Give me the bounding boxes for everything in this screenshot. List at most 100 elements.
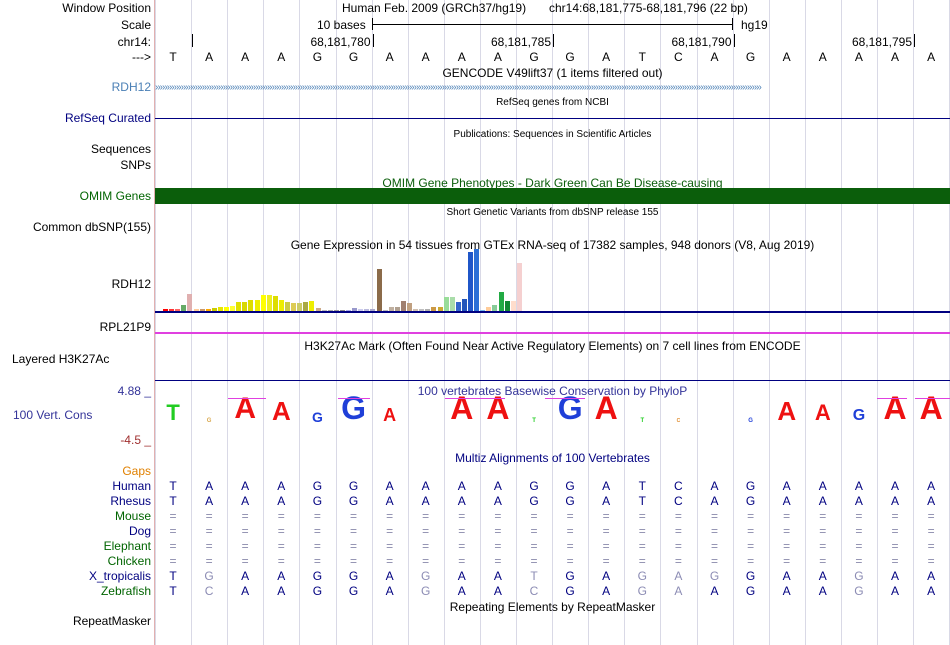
gtex-tissue-bar[interactable]: [278, 300, 284, 311]
gtex-tissue-bar[interactable]: [413, 309, 419, 311]
gtex-tissue-bar[interactable]: [437, 307, 443, 311]
gtex-tissue-bar[interactable]: [321, 310, 327, 311]
gtex-tissue-bar[interactable]: [510, 301, 516, 311]
gtex-tissue-bar[interactable]: [248, 300, 254, 311]
alignment-base: A: [457, 479, 466, 493]
gtex-tissue-bar[interactable]: [224, 307, 229, 311]
gtex-tissue-bar[interactable]: [449, 297, 455, 311]
column-gridline: [588, 0, 590, 645]
species-label[interactable]: Mouse: [114, 509, 151, 523]
gtex-tissue-bar[interactable]: [474, 249, 480, 311]
gtex-tissue-bar[interactable]: [376, 269, 382, 311]
repeatmasker-track-label[interactable]: RepeatMasker: [72, 614, 151, 628]
gtex-tissue-bar[interactable]: [492, 305, 498, 311]
conservation-letter: A: [271, 396, 291, 426]
column-gridline: [840, 0, 842, 645]
rpl21p9-track-label[interactable]: RPL21P9: [99, 320, 151, 334]
sequences-track-label[interactable]: Sequences: [90, 142, 151, 156]
gtex-tissue-bar[interactable]: [352, 308, 358, 311]
gtex-tissue-bar[interactable]: [425, 309, 431, 311]
gtex-track-label[interactable]: RDH12: [111, 277, 151, 291]
alignment-base: =: [349, 554, 357, 568]
gtex-tissue-bar[interactable]: [382, 310, 388, 311]
gtex-tissue-bar[interactable]: [407, 303, 412, 311]
alignment-base: =: [783, 524, 791, 538]
gtex-tissue-bar[interactable]: [419, 309, 425, 311]
gtex-tissue-bar[interactable]: [193, 309, 199, 311]
gtex-tissue-bar[interactable]: [346, 310, 351, 311]
gtex-tissue-bar[interactable]: [285, 302, 290, 311]
gtex-tissue-bar[interactable]: [211, 308, 217, 311]
gtex-tissue-bar[interactable]: [315, 308, 321, 311]
gtex-tissue-bar[interactable]: [205, 309, 211, 311]
gtex-tissue-bar[interactable]: [394, 307, 400, 311]
gtex-tissue-bar[interactable]: [181, 305, 187, 311]
species-label[interactable]: Chicken: [107, 554, 151, 568]
gtex-tissue-bar[interactable]: [187, 294, 193, 311]
column-gridline: [479, 0, 481, 645]
panel-divider[interactable]: [154, 0, 155, 645]
refseq-gene-line[interactable]: [155, 118, 950, 119]
species-label[interactable]: Human: [112, 479, 151, 493]
species-label[interactable]: Elephant: [103, 539, 151, 553]
refseq-track-label[interactable]: RefSeq Curated: [64, 111, 151, 125]
alignment-base: =: [349, 539, 357, 553]
gtex-tissue-bar[interactable]: [163, 309, 168, 311]
species-label[interactable]: Rhesus: [110, 494, 151, 508]
cons-track-label[interactable]: 100 Vert. Cons: [13, 408, 93, 422]
gtex-tissue-bar[interactable]: [309, 301, 315, 311]
gtex-tissue-bar[interactable]: [266, 295, 272, 311]
common-dbsnp-track-label[interactable]: Common dbSNP(155): [32, 220, 151, 234]
gtex-tissue-bar[interactable]: [236, 302, 242, 311]
gtex-tissue-bar[interactable]: [461, 299, 467, 311]
gtex-tissue-bar[interactable]: [272, 296, 278, 311]
h3k27ac-track-label[interactable]: Layered H3K27Ac: [12, 352, 110, 366]
gtex-tissue-bar[interactable]: [468, 252, 473, 311]
alignment-base: =: [277, 539, 285, 553]
gtex-tissue-bar[interactable]: [339, 310, 345, 311]
gtex-tissue-bar[interactable]: [333, 310, 339, 311]
gtex-tissue-bar[interactable]: [327, 310, 333, 311]
alignment-base: =: [927, 539, 935, 553]
track-area[interactable]: Human Feb. 2009 (GRCh37/hg19) chr14:68,1…: [155, 0, 950, 645]
omim-track-label[interactable]: OMIM Genes: [79, 189, 151, 203]
column-gridline: [696, 0, 698, 645]
cons-min-label: -4.5 _: [120, 433, 151, 447]
species-label[interactable]: Dog: [128, 524, 151, 538]
gtex-tissue-bar[interactable]: [358, 309, 364, 311]
gtex-tissue-bar[interactable]: [516, 263, 522, 311]
gtex-tissue-bar[interactable]: [400, 301, 406, 311]
omim-gene-bar[interactable]: [155, 188, 950, 204]
gencode-gene-rdh12[interactable]: ››››››››››››››››››››››››››››››››››››››››…: [155, 82, 762, 93]
gtex-tissue-bar[interactable]: [370, 309, 376, 311]
gtex-tissue-bar[interactable]: [486, 307, 492, 311]
gtex-tissue-bar[interactable]: [297, 303, 303, 311]
gtex-tissue-bar[interactable]: [254, 300, 260, 311]
alignment-base: A: [602, 569, 611, 583]
snps-track-label[interactable]: SNPs: [120, 158, 151, 172]
gtex-tissue-bar[interactable]: [498, 292, 504, 311]
gtex-tissue-bar[interactable]: [291, 303, 297, 311]
gtex-tissue-bar[interactable]: [504, 301, 510, 311]
gtex-tissue-bar[interactable]: [455, 302, 461, 311]
gtex-tissue-bar[interactable]: [242, 302, 248, 311]
gtex-tissue-bar[interactable]: [388, 307, 394, 311]
gtex-tissue-bar[interactable]: [169, 309, 175, 311]
scale-label: Scale: [120, 18, 151, 32]
gtex-tissue-bar[interactable]: [443, 297, 449, 311]
gtex-tissue-bar[interactable]: [303, 302, 309, 311]
gtex-tissue-bar[interactable]: [260, 295, 266, 311]
gtex-tissue-bar[interactable]: [480, 310, 486, 311]
gtex-tissue-bar[interactable]: [431, 307, 437, 311]
gtex-tissue-bar[interactable]: [364, 309, 370, 311]
rpl21p9-line[interactable]: [155, 332, 950, 334]
species-label[interactable]: X_tropicalis: [88, 569, 151, 583]
gtex-tissue-bar[interactable]: [175, 309, 181, 311]
gtex-tissue-bar[interactable]: [217, 307, 223, 311]
gencode-track-label[interactable]: RDH12: [111, 80, 151, 94]
gtex-tissue-bar[interactable]: [199, 309, 205, 311]
gtex-gene-line[interactable]: [155, 311, 950, 313]
base-letter: G: [312, 50, 323, 64]
species-label[interactable]: Zebrafish: [100, 584, 151, 598]
gtex-tissue-bar[interactable]: [230, 306, 236, 311]
